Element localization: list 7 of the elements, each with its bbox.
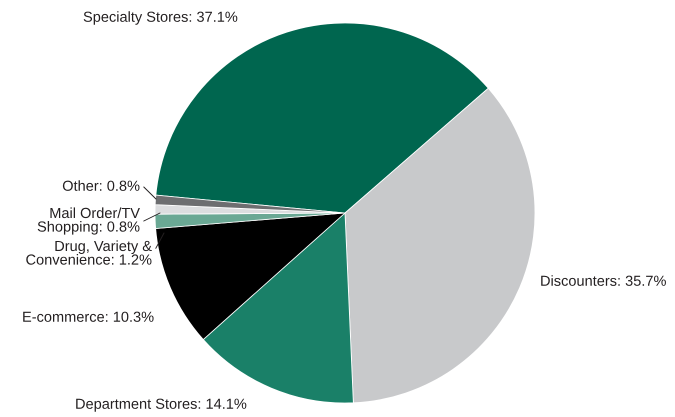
slice-label: Mail Order/TV Shopping: 0.8% [38,207,140,235]
slice-label: Discounters: 35.7% [541,275,666,286]
slice-label: Specialty Stores: 37.1% [84,11,238,25]
slice-label: Department Stores: 14.1% [76,398,246,412]
slice-label: Drug, Variety & Convenience: 1.2% [26,240,152,265]
slice-label: Other: 0.8% [62,180,140,191]
slice-label: E-commerce: 10.3% [23,312,154,322]
